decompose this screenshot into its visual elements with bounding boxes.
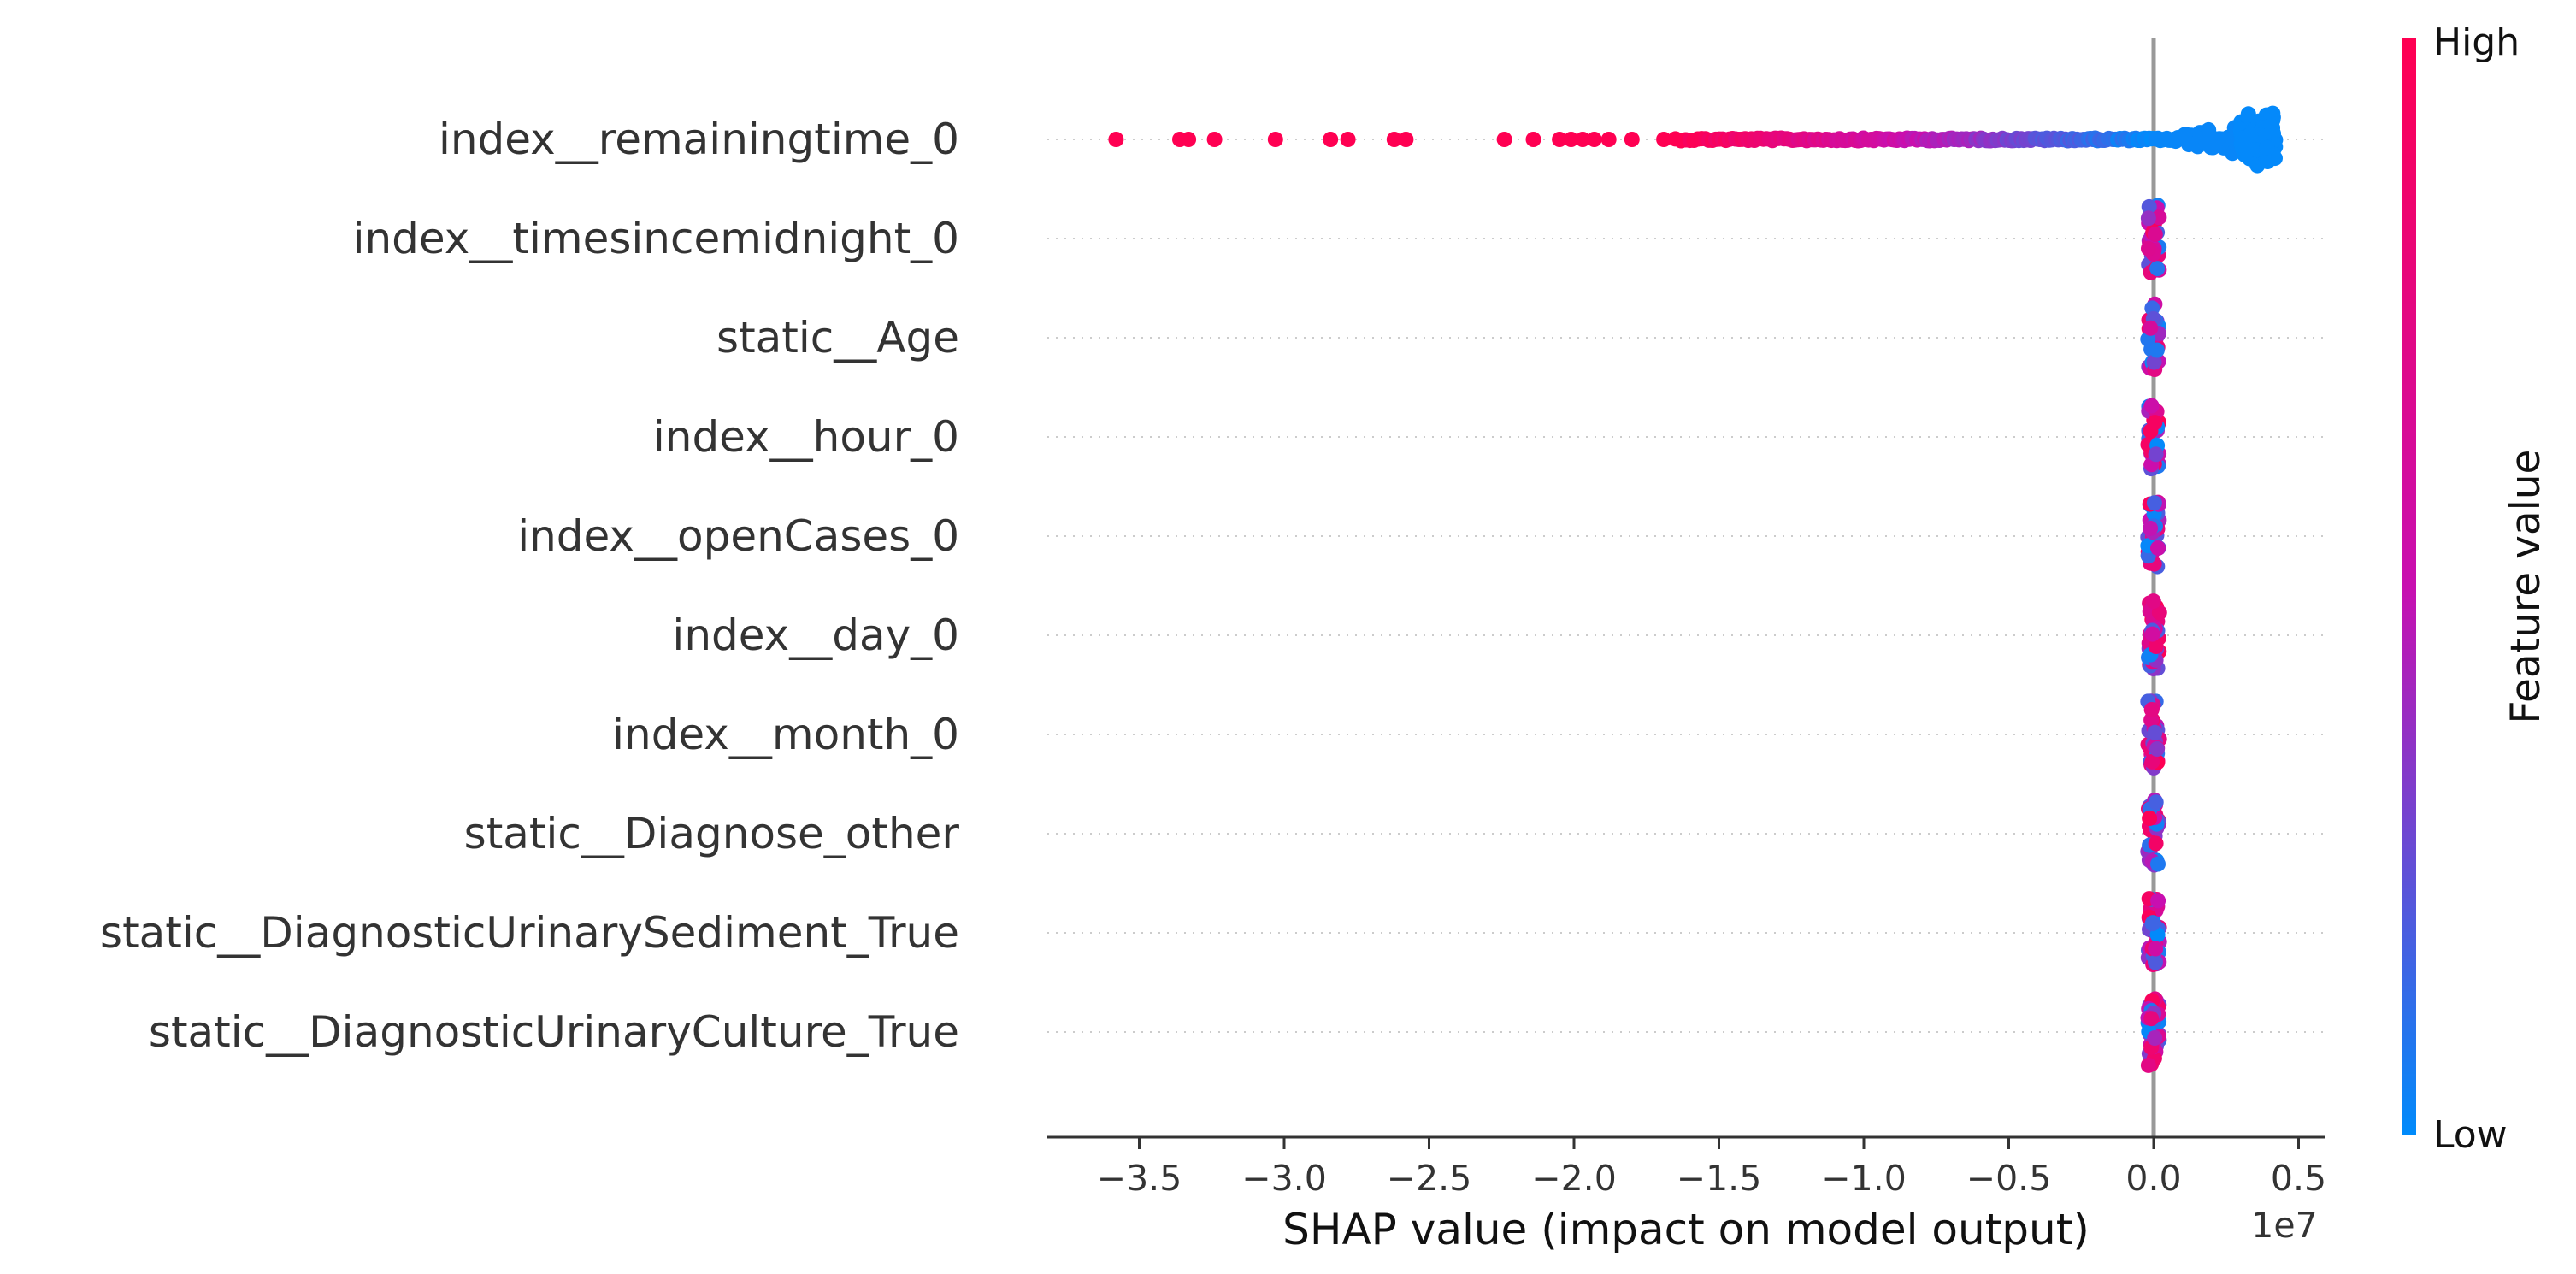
shap-point: [1323, 132, 1339, 147]
shap-point: [2150, 856, 2166, 872]
shap-point: [1586, 132, 1602, 147]
colorbar-title: Feature value: [2502, 450, 2549, 724]
shap-point: [2147, 227, 2163, 242]
shap-point: [1552, 132, 1568, 147]
shap-point: [2259, 139, 2275, 156]
shap-point: [2148, 835, 2164, 852]
x-tick-label: 0.0: [2125, 1158, 2181, 1199]
shap-point: [1496, 132, 1512, 147]
shap-point: [1340, 132, 1356, 147]
shap-point: [2143, 702, 2160, 717]
feature-labels: index__remainingtime_0 index__timesincemi…: [100, 115, 959, 1057]
shap-point: [2144, 626, 2160, 642]
shap-point: [1181, 132, 1197, 147]
shap-point: [2140, 210, 2156, 227]
shap-point: [2146, 354, 2162, 370]
shap-point: [1398, 132, 1414, 147]
feature-label: static__DiagnosticUrinaryCulture_True: [149, 1007, 959, 1057]
shap-point: [2147, 724, 2163, 740]
shap-point: [2144, 753, 2160, 770]
shap-point: [1624, 132, 1640, 147]
shap-point: [2150, 540, 2166, 557]
shap-point: [1386, 132, 1402, 147]
shap-point: [2143, 1011, 2160, 1027]
x-ticks: −3.5 −3.0 −2.5 −2.0 −1.5 −1.0 −0.5 0.0 0.5: [1097, 1137, 2326, 1199]
shap-points: [1108, 105, 2284, 1073]
x-axis-title: SHAP value (impact on model output): [1282, 1205, 2090, 1254]
colorbar-gradient: [2402, 38, 2416, 1135]
shap-point: [2142, 811, 2158, 826]
shap-point: [2234, 138, 2250, 154]
feature-label: static__Diagnose_other: [464, 809, 960, 858]
shap-point: [2140, 1057, 2156, 1073]
shap-point: [2243, 127, 2259, 143]
shap-point: [2149, 741, 2165, 757]
feature-label: index__timesincemidnight_0: [353, 214, 959, 263]
feature-label: index__hour_0: [653, 412, 959, 462]
colorbar-high-label: High: [2433, 21, 2520, 64]
feature-label: static__Age: [716, 313, 959, 363]
feature-grid-lines: [1047, 139, 2325, 1033]
x-axis: −3.5 −3.0 −2.5 −2.0 −1.5 −1.0 −0.5 0.0 0.5: [1047, 1135, 2326, 1199]
shap-point: [2143, 520, 2159, 536]
shap-point: [2148, 954, 2163, 970]
shap-point: [2149, 261, 2166, 277]
colorbar: High Low Feature value: [2402, 21, 2549, 1157]
shap-point: [1267, 132, 1283, 147]
shap-point: [2141, 198, 2157, 215]
x-tick-label: −1.5: [1677, 1158, 1762, 1199]
shap-point: [1563, 132, 1579, 147]
shap-point: [1656, 132, 1672, 147]
shap-point: [2148, 639, 2164, 654]
shap-point: [2151, 605, 2167, 621]
shap-point: [2260, 154, 2276, 169]
shap-point: [2148, 446, 2164, 463]
shap-point: [1525, 132, 1541, 147]
shap-point: [2143, 398, 2160, 414]
x-tick-label: −2.5: [1387, 1158, 1472, 1199]
feature-label: index__month_0: [612, 710, 959, 759]
colorbar-low-label: Low: [2433, 1113, 2508, 1157]
shap-point: [1575, 132, 1591, 147]
x-tick-label: −1.0: [1821, 1158, 1907, 1199]
x-tick-label: −3.5: [1097, 1158, 1182, 1199]
shap-point: [2146, 495, 2162, 511]
shap-point: [2143, 320, 2159, 336]
shap-point: [1600, 132, 1617, 147]
x-tick-label: −3.0: [1241, 1158, 1327, 1199]
feature-label: static__DiagnosticUrinarySediment_True: [100, 908, 959, 958]
shap-point: [2148, 794, 2164, 811]
shap-point: [2149, 342, 2165, 358]
shap-point: [1108, 132, 1124, 147]
x-tick-label: −0.5: [1966, 1158, 2052, 1199]
feature-label: index__day_0: [672, 610, 959, 660]
feature-label: index__remainingtime_0: [439, 115, 959, 164]
shap-point: [2141, 240, 2156, 257]
shap-point: [2145, 593, 2161, 610]
shap-point: [2144, 916, 2160, 932]
shap-point: [2148, 941, 2164, 957]
feature-label: index__openCases_0: [517, 511, 959, 561]
x-tick-label: −2.0: [1531, 1158, 1617, 1199]
x-axis-offset-label: 1e7: [2251, 1205, 2317, 1246]
shap-point: [2150, 893, 2166, 909]
shap-point: [2147, 1030, 2163, 1046]
shap-point: [1206, 132, 1223, 147]
shap-point: [2147, 415, 2163, 431]
x-tick-label: 0.5: [2271, 1158, 2326, 1199]
